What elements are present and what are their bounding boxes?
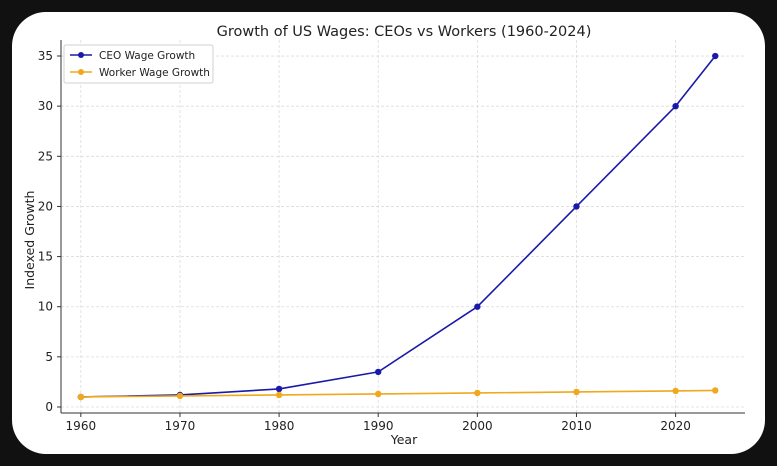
x-tick-label: 2020 [660, 419, 691, 433]
series-line [80, 389, 716, 398]
data-point [712, 52, 719, 60]
legend: CEO Wage Growth Worker Wage Growth [63, 44, 214, 84]
y-tick-label: 10 [38, 300, 53, 314]
line-chart: Growth of US Wages: CEOs vs Workers (196… [22, 24, 745, 447]
x-tick-label: 1990 [363, 419, 394, 433]
series-lines [77, 52, 719, 401]
chart-title: Growth of US Wages: CEOs vs Workers (196… [217, 24, 592, 40]
legend-swatch-marker [78, 52, 84, 58]
data-point [474, 303, 481, 310]
tick-labels: 1960 1970 1980 1990 2000 2010 2020 0 5 10 15 20 25 30… [38, 49, 691, 433]
data-point [573, 203, 580, 210]
legend-label: CEO Wage Growth [99, 50, 195, 62]
data-point [275, 391, 283, 399]
legend-box [63, 44, 214, 84]
y-tick-label: 30 [38, 99, 53, 113]
axes [57, 40, 745, 417]
y-tick-label: 25 [38, 149, 53, 163]
x-tick-label: 1980 [264, 419, 295, 433]
y-axis-title: Indexed Growth [22, 191, 37, 290]
x-tick-label: 2010 [561, 419, 592, 433]
data-point [375, 368, 382, 376]
data-point [375, 390, 382, 398]
y-tick-label: 15 [38, 250, 53, 264]
data-point [573, 388, 580, 396]
x-tick-label: 1960 [66, 419, 97, 433]
chart-frame: Growth of US Wages: CEOs vs Workers (196… [12, 12, 765, 454]
y-tick-label: 5 [45, 350, 53, 364]
grid-lines [61, 40, 745, 413]
y-tick-label: 20 [38, 199, 53, 213]
y-tick-label: 0 [45, 400, 53, 414]
legend-swatch-marker [78, 69, 84, 75]
legend-label: Worker Wage Growth [99, 67, 210, 79]
series-line [80, 55, 716, 398]
data-point [672, 387, 679, 395]
data-point [77, 393, 85, 401]
data-point [474, 389, 481, 397]
data-point [672, 102, 679, 110]
y-tick-label: 35 [38, 49, 53, 63]
data-point [275, 385, 283, 393]
x-tick-label: 1970 [165, 419, 196, 433]
x-axis-title: Year [390, 432, 418, 447]
data-point [176, 392, 184, 400]
data-point [712, 387, 719, 394]
x-tick-label: 2000 [462, 419, 493, 433]
